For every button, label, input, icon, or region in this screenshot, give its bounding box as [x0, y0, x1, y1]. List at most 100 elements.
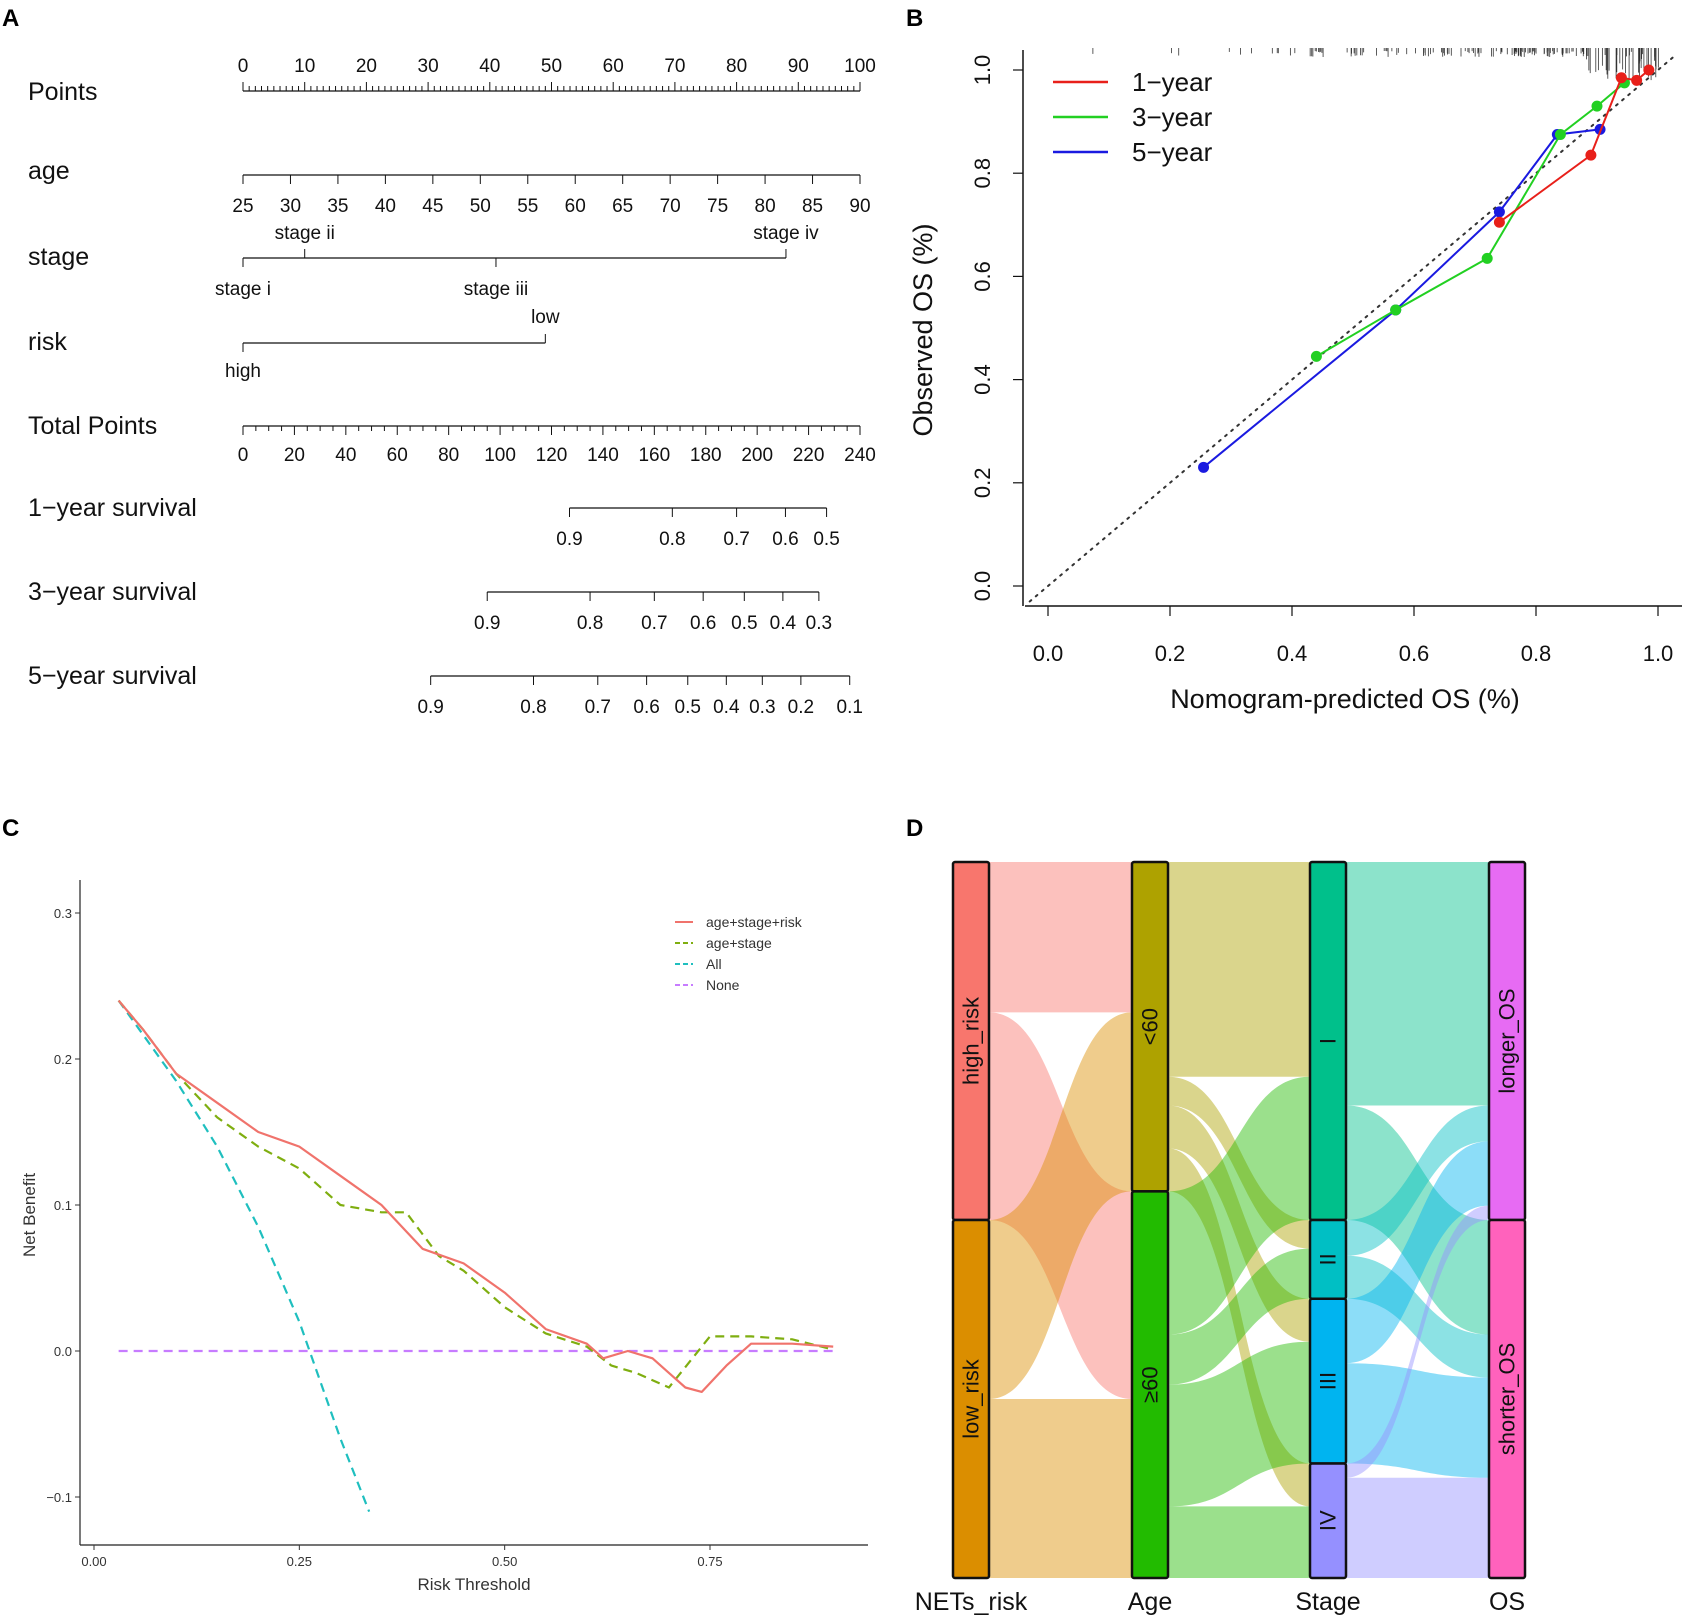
- points-tick-label: 30: [418, 56, 439, 77]
- age-tick-label: 25: [232, 196, 253, 217]
- age-tick-label: 80: [755, 196, 776, 217]
- total-points-tick-label: 120: [536, 445, 568, 466]
- b-x-tick-label: 0.0: [1033, 641, 1064, 666]
- age-tick-label: 55: [517, 196, 538, 217]
- age-tick-label: 90: [849, 196, 870, 217]
- b-reference-diagonal: [1028, 53, 1678, 603]
- risk-level-label-low: low: [531, 307, 560, 328]
- b-x-tick-label: 1.0: [1643, 641, 1674, 666]
- b-series-point: [1493, 216, 1505, 228]
- d-node-iv: [1308, 1462, 1348, 1580]
- c-y-tick-label: −0.1: [46, 1490, 72, 1505]
- row-label-points: Points: [28, 78, 97, 106]
- risk-level-label-high: high: [225, 361, 261, 382]
- nomogram-panel: Points 0 10 20 30 40 50 60 70 80 90 100 age 25 30 35 40 4…: [28, 56, 876, 718]
- c-series-line-age-stage-risk: [117, 999, 834, 1393]
- b-series-point: [1554, 129, 1566, 140]
- c-y-tick-label: 0.3: [54, 906, 72, 921]
- points-tick-label: 50: [541, 56, 562, 77]
- points-tick-label: 40: [479, 56, 500, 77]
- 5-year-survival-tick-label: 0.4: [713, 697, 740, 718]
- 1-year-survival-tick-label: 0.5: [813, 529, 839, 550]
- b-series-point: [1310, 350, 1322, 362]
- d-flow-high-risk-to-60: [989, 1012, 1132, 1399]
- c-x-tick-label: 0.00: [81, 1554, 106, 1569]
- b-series-point: [1481, 252, 1493, 264]
- c-y-tick-label: 0.0: [54, 1344, 72, 1359]
- d-flow-iii-to-longer-os: [1346, 1141, 1489, 1364]
- points-tick-label: 100: [844, 56, 876, 77]
- sankey-panel: high_risklow_risk<60≥60IIIIIIIVlonger_OS…: [915, 860, 1527, 1616]
- d-axis-label-age: Age: [1128, 1588, 1172, 1616]
- c-series-line-age-stage: [117, 999, 834, 1389]
- b-legend-label-3-year: 3−year: [1132, 102, 1213, 132]
- d-flow-iv-to-shorter-os: [1346, 1477, 1489, 1578]
- b-y-tick-label: 0.8: [970, 158, 995, 189]
- d-flow-60-to-iii: [1168, 1105, 1310, 1342]
- d-node-label-60: <60: [1138, 1008, 1163, 1045]
- points-tick-label: 60: [603, 56, 624, 77]
- d-flow-iv-to-longer-os: [1346, 1205, 1489, 1478]
- age-tick-label: 85: [802, 196, 823, 217]
- decision-curve-panel: 0.00 0.25 0.50 0.75 −0.1 0.0 0.1 0.2 0.3 Risk Thr…: [20, 880, 868, 1594]
- d-node-label-i: I: [1316, 1038, 1341, 1044]
- c-series-line-all: [117, 999, 371, 1513]
- total-points-tick-label: 40: [335, 445, 356, 466]
- total-points-tick-label: 200: [741, 445, 773, 466]
- c-x-axis-title: Risk Threshold: [417, 1575, 530, 1594]
- 3-year-survival-tick-label: 0.7: [641, 613, 667, 634]
- age-tick-label: 40: [375, 196, 396, 217]
- 1-year-survival-tick-label: 0.9: [556, 529, 582, 550]
- d-node-label-iii: III: [1316, 1372, 1341, 1390]
- total-points-tick-label: 20: [284, 445, 305, 466]
- c-legend-label-age-stage-risk: age+stage+risk: [706, 914, 803, 930]
- 5-year-survival-tick-label: 0.9: [417, 697, 443, 718]
- b-y-axis-title: Observed OS (%): [908, 223, 938, 436]
- total-points-tick-label: 80: [438, 445, 459, 466]
- row-label-total-points: Total Points: [28, 412, 157, 440]
- 3-year-survival-tick-label: 0.6: [690, 613, 716, 634]
- c-legend-label-all: All: [706, 956, 722, 972]
- 3-year-survival-tick-label: 0.9: [474, 613, 500, 634]
- c-y-tick-label: 0.1: [54, 1198, 72, 1213]
- d-flow-60-to-iii: [1168, 1341, 1310, 1507]
- points-tick-label: 90: [788, 56, 809, 77]
- b-series-point: [1390, 304, 1402, 316]
- total-points-tick-label: 180: [690, 445, 722, 466]
- d-flow-low-risk-to-60: [989, 1012, 1132, 1399]
- d-node-shorter-os: [1487, 1218, 1527, 1580]
- 1-year-survival-tick-label: 0.8: [659, 529, 685, 550]
- 3-year-survival-tick-label: 0.3: [806, 613, 832, 634]
- d-flow-60-to-i: [1168, 862, 1310, 1077]
- row-label-1-year-survival: 1−year survival: [28, 494, 197, 522]
- b-y-tick-label: 0.6: [970, 261, 995, 292]
- c-x-tick-label: 0.75: [697, 1554, 722, 1569]
- points-tick-label: 20: [356, 56, 377, 77]
- c-x-tick-label: 0.50: [492, 1554, 517, 1569]
- stage-level-label-stage-ii: stage ii: [275, 223, 335, 244]
- d-node-label-longer-os: longer_OS: [1495, 988, 1520, 1093]
- d-node-label-60: ≥60: [1138, 1366, 1163, 1403]
- d-flow-low-risk-to-60: [989, 1399, 1132, 1578]
- b-legend-label-5-year: 5−year: [1132, 137, 1213, 167]
- d-node-low-risk: [951, 1218, 991, 1580]
- b-series-point: [1198, 461, 1210, 473]
- total-points-tick-label: 100: [484, 445, 516, 466]
- b-x-tick-label: 0.4: [1277, 641, 1308, 666]
- calibration-panel: 0.0 0.2 0.4 0.6 0.8 1.0 0.0 0.2 0.4 0.6 0.8 1.0 Nomo…: [908, 48, 1682, 714]
- age-tick-label: 75: [707, 196, 728, 217]
- b-series-line-3-year: [1315, 82, 1626, 358]
- row-label-3-year-survival: 3−year survival: [28, 578, 197, 606]
- 5-year-survival-tick-label: 0.3: [749, 697, 775, 718]
- 5-year-survival-tick-label: 0.6: [633, 697, 659, 718]
- d-axis-label-stage: Stage: [1295, 1588, 1360, 1616]
- 5-year-survival-tick-label: 0.8: [520, 697, 546, 718]
- age-tick-label: 50: [470, 196, 491, 217]
- d-node-label-ii: II: [1316, 1253, 1341, 1265]
- panel-label-b: B: [906, 5, 923, 32]
- c-legend-label-age-stage: age+stage: [706, 935, 772, 951]
- d-axis-label-nets-risk: NETs_risk: [915, 1588, 1028, 1616]
- row-label-5-year-survival: 5−year survival: [28, 662, 197, 690]
- d-node-label-shorter-os: shorter_OS: [1495, 1343, 1520, 1456]
